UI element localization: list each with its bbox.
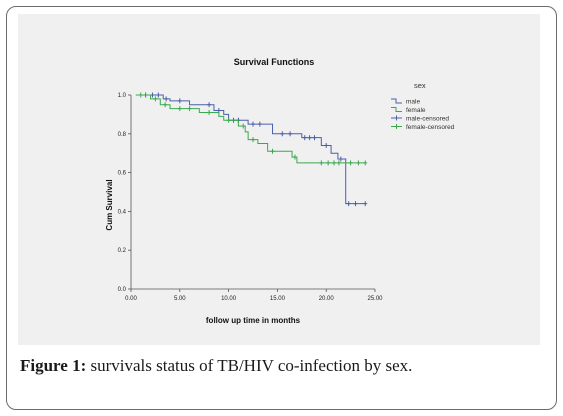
female-censor-mark — [177, 106, 182, 112]
x-tick-label: 25.00 — [367, 296, 383, 302]
male-censor-mark — [363, 201, 368, 207]
axes: 0.0 0.2 0.4 0.6 0.8 1.0 0.00 5.00 10.00 15.00 20.0… — [118, 93, 384, 302]
legend-item-female-censored: female-censored — [391, 124, 455, 131]
male-censor-mark — [302, 135, 307, 141]
male-censor-mark — [164, 96, 169, 102]
female-censor-mark — [226, 117, 231, 123]
male-censor-mark — [150, 92, 155, 98]
male-censor-mark — [324, 142, 329, 148]
female-censor-mark — [319, 160, 324, 166]
y-tick-label: 0.8 — [118, 132, 127, 138]
male-censor-mark — [156, 92, 161, 98]
female-censor-mark — [207, 109, 212, 115]
female-censor-mark — [251, 137, 255, 143]
male-censor-mark — [257, 121, 262, 127]
legend-label: female — [406, 107, 426, 114]
male-censor-mark — [346, 201, 351, 207]
x-tick-label: 10.00 — [221, 296, 237, 302]
y-tick-label: 0.0 — [118, 287, 127, 293]
male-censor-mark — [312, 135, 317, 141]
male-censor-mark — [307, 135, 312, 141]
legend-title: sex — [414, 81, 426, 90]
male-censor-mark — [177, 98, 182, 104]
legend-item-male-censored: male-censored — [391, 115, 449, 123]
y-tick-label: 0.4 — [118, 209, 127, 215]
female-censor-mark — [348, 160, 353, 166]
series-layer — [135, 92, 368, 207]
male-censor-mark — [338, 156, 343, 162]
male-censor-mark — [353, 201, 358, 207]
female-censor-mark — [241, 123, 246, 129]
y-tick-label: 0.2 — [118, 248, 127, 254]
female-censor-mark — [153, 96, 158, 102]
x-tick-label: 15.00 — [270, 296, 286, 302]
chart-panel: Survival Functions Cum Survival follow u… — [18, 14, 540, 345]
female-censor-mark — [163, 102, 168, 108]
survival-chart: Survival Functions Cum Survival follow u… — [18, 14, 540, 345]
caption-text: survivals status of TB/HIV co-infection … — [86, 356, 413, 375]
legend-item-female: female — [391, 107, 426, 114]
female-censor-mark — [292, 154, 297, 160]
female-censor-mark — [187, 106, 192, 112]
y-axis-label: Cum Survival — [105, 179, 114, 230]
legend-label: male-censored — [406, 116, 449, 123]
female-censor-mark — [138, 92, 143, 98]
y-tick-label: 0.6 — [118, 171, 127, 177]
male-censor-mark — [288, 131, 293, 137]
x-tick-label: 20.00 — [319, 296, 335, 302]
male-censor-mark — [207, 102, 212, 108]
figure-caption: Figure 1: survivals status of TB/HIV co-… — [20, 356, 540, 376]
chart-title: Survival Functions — [234, 57, 315, 67]
female-censor-mark — [332, 160, 337, 166]
legend-item-male: male — [391, 98, 420, 106]
x-axis-label: follow up time in months — [206, 316, 301, 325]
legend-label: male — [406, 99, 420, 106]
caption-label: Figure 1: — [20, 356, 87, 375]
female-censor-mark — [363, 160, 368, 166]
y-tick-label: 1.0 — [118, 93, 127, 99]
x-tick-label: 5.00 — [174, 296, 186, 302]
male-censor-mark — [280, 131, 285, 137]
female-censor-mark — [270, 148, 275, 154]
legend-label: female-censored — [406, 124, 455, 131]
x-tick-label: 0.00 — [125, 296, 137, 302]
male-censor-mark — [251, 121, 255, 127]
female-censor-mark — [326, 160, 331, 166]
female-censor-mark — [356, 160, 361, 166]
female-censor-mark — [336, 160, 341, 166]
